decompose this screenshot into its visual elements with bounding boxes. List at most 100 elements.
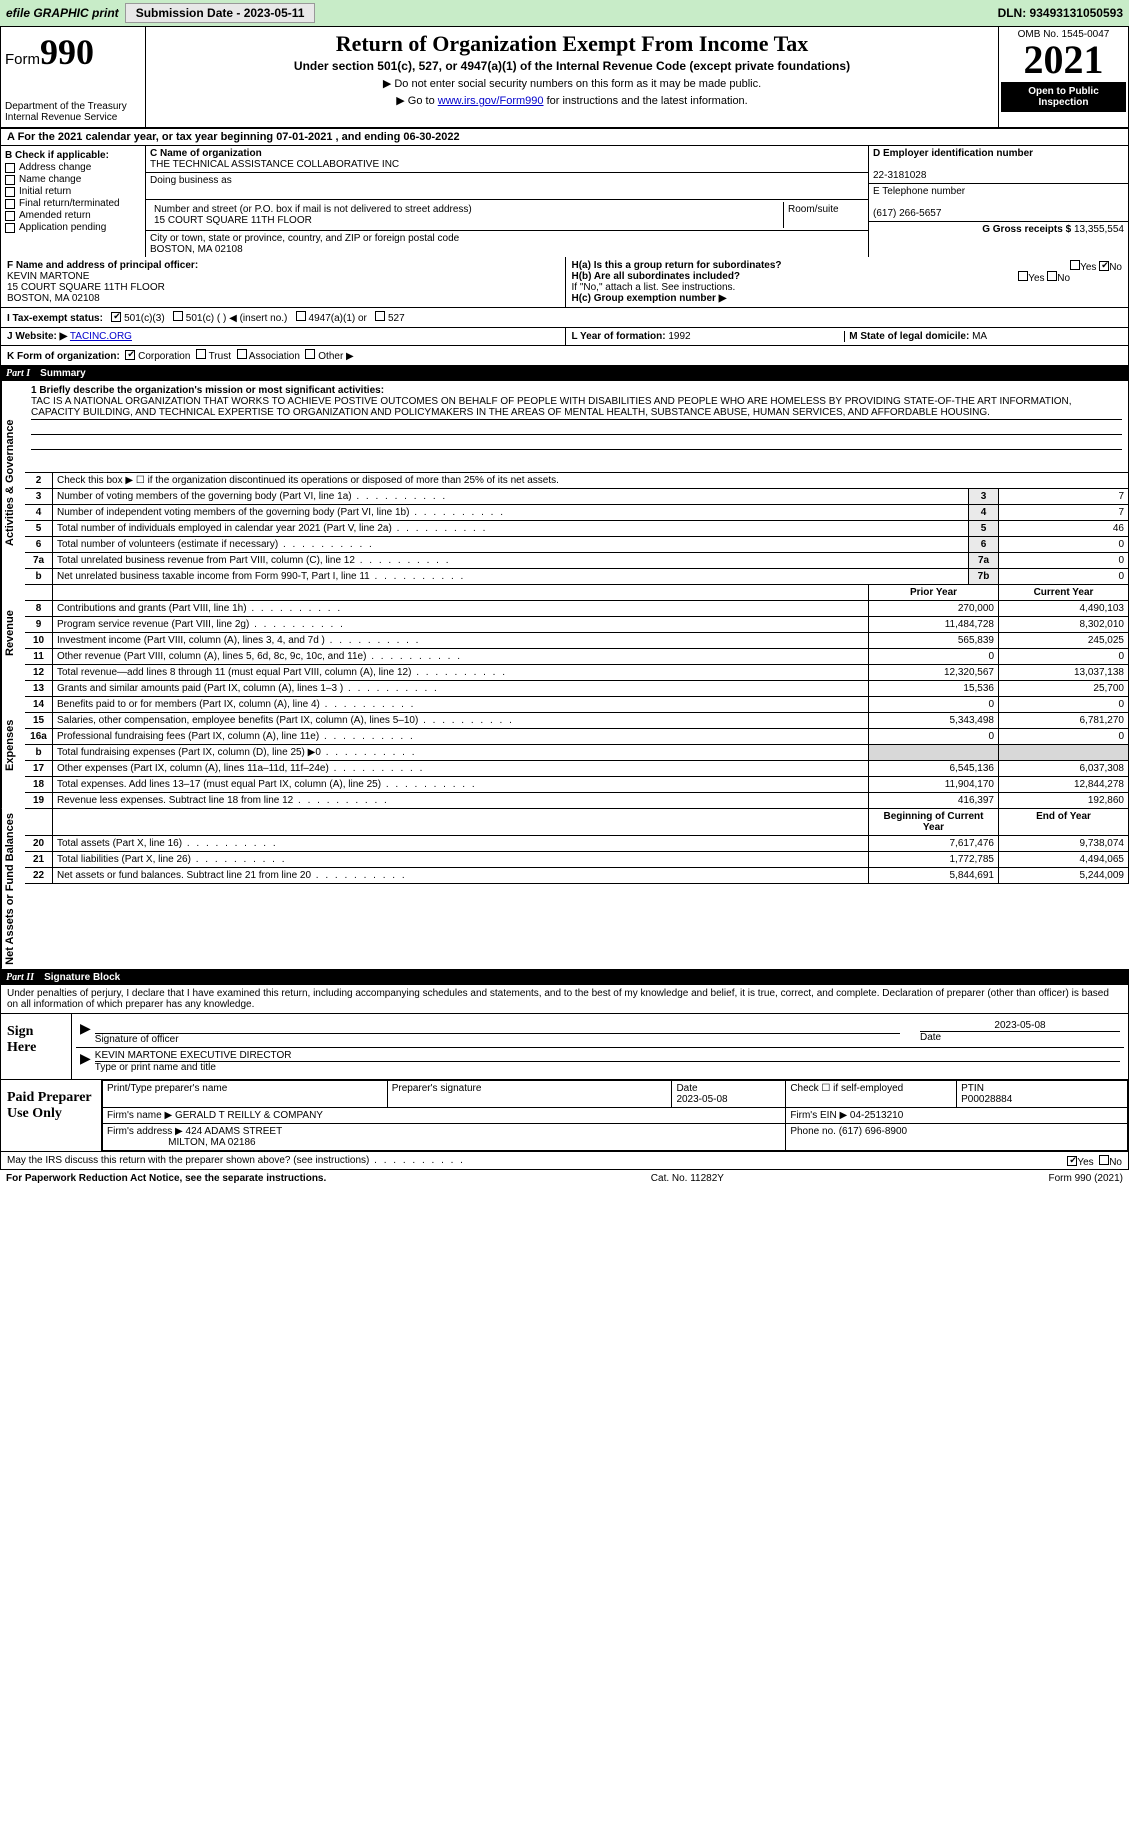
- mission-blank1: [31, 423, 1122, 435]
- paid-prep-lbl: Paid Preparer Use Only: [1, 1080, 101, 1151]
- sign-here-block: Sign Here ▶ Signature of officer 2023-05…: [0, 1014, 1129, 1080]
- row-a: A For the 2021 calendar year, or tax yea…: [0, 129, 1129, 146]
- firm-lbl: Firm's name ▶: [107, 1110, 172, 1121]
- footer-center: Cat. No. 11282Y: [651, 1173, 724, 1184]
- gross-lbl: G Gross receipts $: [982, 224, 1071, 235]
- box-b: B Check if applicable: Address change Na…: [1, 146, 146, 257]
- goto-post: for instructions and the latest informat…: [544, 95, 748, 107]
- chk-corp[interactable]: [125, 350, 135, 360]
- hb-yes: Yes: [1028, 273, 1044, 284]
- table-row: 4Number of independent voting members of…: [25, 505, 1129, 521]
- website-link[interactable]: TACINC.ORG: [70, 331, 132, 342]
- inspection-label: Open to Public Inspection: [1001, 82, 1126, 112]
- goto-note: ▶ Go to www.irs.gov/Form990 for instruct…: [152, 94, 992, 107]
- chk-address[interactable]: [5, 163, 15, 173]
- table-row: 9Program service revenue (Part VIII, lin…: [25, 617, 1129, 633]
- expenses-group: Expenses 13Grants and similar amounts pa…: [0, 681, 1129, 809]
- fgh-block: F Name and address of principal officer:…: [0, 257, 1129, 308]
- room-lbl: Room/suite: [784, 202, 864, 228]
- goto-pre: ▶ Go to: [396, 95, 437, 107]
- mission-blank2: [31, 438, 1122, 450]
- sig-name-lbl: Type or print name and title: [95, 1062, 216, 1073]
- table-row: 14Benefits paid to or for members (Part …: [25, 697, 1129, 713]
- table-row: 10Investment income (Part VIII, column (…: [25, 633, 1129, 649]
- lbl-pending: Application pending: [19, 222, 106, 233]
- table-row: bTotal fundraising expenses (Part IX, co…: [25, 745, 1129, 761]
- chk-discuss-yes[interactable]: [1067, 1156, 1077, 1166]
- table-row: 16aProfessional fundraising fees (Part I…: [25, 729, 1129, 745]
- footer-right: Form 990 (2021): [1049, 1173, 1123, 1184]
- arrow-icon-2: ▶: [80, 1050, 91, 1073]
- m-lbl: M State of legal domicile:: [849, 331, 969, 342]
- table-row: 11Other revenue (Part VIII, column (A), …: [25, 649, 1129, 665]
- submission-date-btn[interactable]: Submission Date - 2023-05-11: [125, 3, 316, 23]
- efile-label: efile GRAPHIC print: [6, 6, 119, 20]
- col-current: Current Year: [998, 585, 1128, 600]
- i-lbl: I Tax-exempt status:: [7, 313, 103, 324]
- lbl-address: Address change: [19, 162, 91, 173]
- preparer-table: Print/Type preparer's name Preparer's si…: [102, 1080, 1128, 1151]
- l-val: 1992: [668, 331, 690, 342]
- discuss-text: May the IRS discuss this return with the…: [7, 1155, 465, 1166]
- col-boy: Beginning of Current Year: [868, 809, 998, 835]
- prep-date: 2023-05-08: [676, 1094, 727, 1105]
- chk-501c3[interactable]: [111, 312, 121, 322]
- chk-501c[interactable]: [173, 311, 183, 321]
- chk-hb-no[interactable]: [1047, 271, 1057, 281]
- chk-ha-no[interactable]: [1099, 261, 1109, 271]
- table-row: 21Total liabilities (Part X, line 26)1,7…: [25, 852, 1129, 868]
- side-expenses: Expenses: [1, 681, 25, 809]
- firm-addr-lbl: Firm's address ▶: [107, 1126, 183, 1137]
- box-k: K Form of organization: Corporation Trus…: [0, 346, 1129, 366]
- identity-block: B Check if applicable: Address change Na…: [0, 146, 1129, 257]
- street-lbl: Number and street (or P.O. box if mail i…: [154, 204, 472, 215]
- ssn-note: ▶ Do not enter social security numbers o…: [152, 77, 992, 90]
- dba-lbl: Doing business as: [150, 175, 232, 186]
- officer-name: KEVIN MARTONE: [7, 271, 89, 282]
- chk-name[interactable]: [5, 175, 15, 185]
- chk-527[interactable]: [375, 311, 385, 321]
- activities-group: Activities & Governance 1 Briefly descri…: [0, 381, 1129, 585]
- sig-name: KEVIN MARTONE EXECUTIVE DIRECTOR: [95, 1050, 1120, 1062]
- return-subtitle: Under section 501(c), 527, or 4947(a)(1)…: [152, 59, 992, 73]
- ha-yes: Yes: [1080, 262, 1096, 273]
- chk-4947[interactable]: [296, 311, 306, 321]
- mission-text: TAC IS A NATIONAL ORGANIZATION THAT WORK…: [31, 396, 1122, 420]
- table-row: 20Total assets (Part X, line 16)7,617,47…: [25, 836, 1129, 852]
- side-netassets: Net Assets or Fund Balances: [1, 809, 25, 969]
- chk-final[interactable]: [5, 199, 15, 209]
- paid-preparer-block: Paid Preparer Use Only Print/Type prepar…: [0, 1080, 1129, 1152]
- chk-initial[interactable]: [5, 187, 15, 197]
- chk-discuss-no[interactable]: [1099, 1155, 1109, 1165]
- table-row: 19Revenue less expenses. Subtract line 1…: [25, 793, 1129, 809]
- box-b-label: B Check if applicable:: [5, 150, 141, 161]
- lbl-initial: Initial return: [19, 186, 71, 197]
- firm-name: GERALD T REILLY & COMPANY: [175, 1110, 323, 1121]
- chk-assoc[interactable]: [237, 349, 247, 359]
- chk-other[interactable]: [305, 349, 315, 359]
- netassets-header: Beginning of Current Year End of Year: [25, 809, 1129, 836]
- table-row: 17Other expenses (Part IX, column (A), l…: [25, 761, 1129, 777]
- table-row: 12Total revenue—add lines 8 through 11 (…: [25, 665, 1129, 681]
- i-527: 527: [388, 313, 405, 324]
- mission-blank3: [31, 453, 1122, 465]
- chk-hb-yes[interactable]: [1018, 271, 1028, 281]
- i-501c: 501(c) ( ) ◀ (insert no.): [186, 313, 288, 324]
- phone-lbl: E Telephone number: [873, 186, 965, 197]
- table-row: bNet unrelated business taxable income f…: [25, 569, 1129, 585]
- chk-ha-yes[interactable]: [1070, 260, 1080, 270]
- i-4947: 4947(a)(1) or: [309, 313, 367, 324]
- chk-pending[interactable]: [5, 223, 15, 233]
- k-other: Other ▶: [318, 351, 353, 362]
- hc-lbl: H(c) Group exemption number ▶: [572, 293, 1123, 304]
- k-lbl: K Form of organization:: [7, 351, 120, 362]
- sig-officer-lbl: Signature of officer: [95, 1034, 179, 1045]
- firm-ein: 04-2513210: [850, 1110, 903, 1121]
- chk-amended[interactable]: [5, 211, 15, 221]
- firm-addr2: MILTON, MA 02186: [168, 1137, 255, 1148]
- lbl-amended: Amended return: [19, 210, 91, 221]
- irs-link[interactable]: www.irs.gov/Form990: [438, 95, 544, 107]
- prep-h5: PTIN: [961, 1083, 984, 1094]
- prep-h4: Check ☐ if self-employed: [790, 1083, 903, 1094]
- chk-trust[interactable]: [196, 349, 206, 359]
